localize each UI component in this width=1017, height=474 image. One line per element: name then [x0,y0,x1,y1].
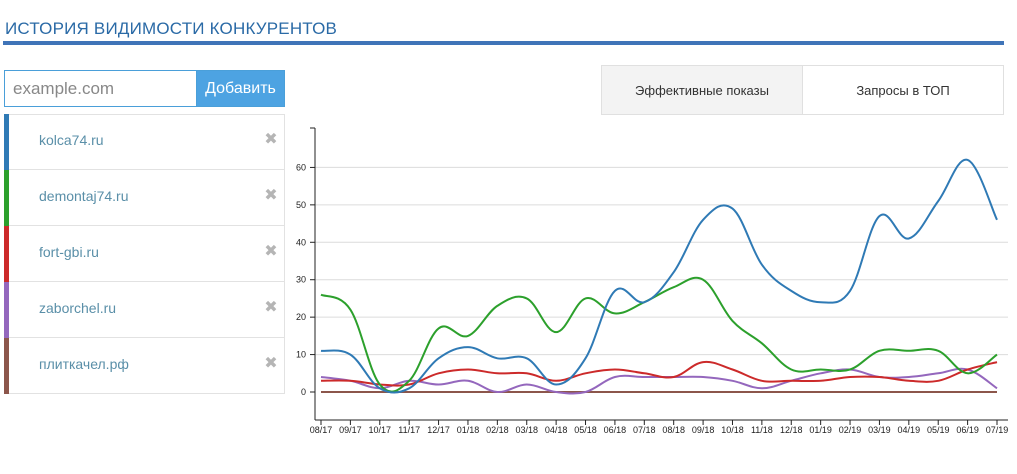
tab-effective-impressions[interactable]: Эффективные показы [601,65,803,115]
close-x-icon[interactable]: ✖ [264,131,278,148]
x-tick-label: 11/18 [751,425,773,435]
competitor-item-plitkachel[interactable]: плиткачел.рф ✖ [4,338,284,394]
tab-top-queries[interactable]: Запросы в ТОП [802,65,1004,115]
x-tick-label: 07/19 [986,425,1009,435]
x-tick-label: 09/17 [339,425,362,435]
x-tick-label: 04/19 [898,425,921,435]
x-tick-label: 10/18 [721,425,744,435]
competitor-name: kolca74.ru [39,132,104,148]
add-competitor-form: Добавить [4,70,285,107]
x-tick-label: 08/18 [662,425,685,435]
title-divider [3,41,1004,45]
series-color-bar [4,226,9,282]
series-line-fort-gbi.ru [320,360,998,387]
competitor-name: demontaj74.ru [39,188,129,204]
series-color-bar [4,338,9,394]
x-tick-label: 01/19 [809,425,832,435]
x-tick-label: 02/19 [839,425,862,435]
add-button[interactable]: Добавить [196,70,285,107]
y-tick-label: 40 [296,237,306,247]
competitor-item-zaborchel[interactable]: zaborchel.ru ✖ [4,282,284,338]
series-color-bar [4,282,9,338]
x-tick-label: 06/18 [604,425,627,435]
x-tick-label: 11/17 [398,425,420,435]
series-line-kolca74.ru [320,158,998,394]
competitor-name: zaborchel.ru [39,300,117,316]
series-color-bar [4,170,9,226]
series-line-zaborchel.ru [320,367,998,395]
domain-input[interactable] [4,70,196,107]
y-tick-label: 30 [296,275,306,285]
close-x-icon[interactable]: ✖ [264,243,278,260]
x-tick-label: 09/18 [692,425,715,435]
competitor-item-kolca74[interactable]: kolca74.ru ✖ [4,114,284,170]
x-tick-label: 03/18 [515,425,538,435]
x-tick-label: 10/17 [369,425,392,435]
x-tick-label: 05/18 [574,425,597,435]
close-x-icon[interactable]: ✖ [264,187,278,204]
visibility-line-chart: 0 10 20 30 40 50 60 08/17 09/17 10/17 11/17 12/17 01… [296,127,1009,435]
competitor-list: kolca74.ru ✖ demontaj74.ru ✖ fort-gbi.ru… [4,114,285,394]
x-tick-label: 03/19 [868,425,891,435]
x-tick-label: 01/18 [457,425,480,435]
y-tick-label: 10 [296,350,306,360]
series-color-bar [4,114,9,170]
metric-tabs: Эффективные показы Запросы в ТОП [601,65,1004,115]
competitor-item-demontaj74[interactable]: demontaj74.ru ✖ [4,170,284,226]
y-tick-label: 60 [296,162,306,172]
competitor-item-fort-gbi[interactable]: fort-gbi.ru ✖ [4,226,284,282]
y-tick-label: 20 [296,312,306,322]
x-tick-label: 12/18 [780,425,803,435]
x-tick-label: 05/19 [927,425,950,435]
x-tick-label: 07/18 [633,425,656,435]
close-x-icon[interactable]: ✖ [264,355,278,372]
x-tick-label: 12/17 [427,425,450,435]
x-tick-label: 06/19 [956,425,979,435]
x-tick-label: 02/18 [486,425,509,435]
competitor-name: плиткачел.рф [39,356,129,372]
competitor-name: fort-gbi.ru [39,244,99,260]
x-tick-label: 04/18 [545,425,568,435]
y-tick-label: 50 [296,200,306,210]
page-title: ИСТОРИЯ ВИДИМОСТИ КОНКУРЕНТОВ [5,19,338,38]
x-tick-label: 08/17 [310,425,333,435]
close-x-icon[interactable]: ✖ [264,299,278,316]
y-tick-label: 0 [301,387,306,397]
